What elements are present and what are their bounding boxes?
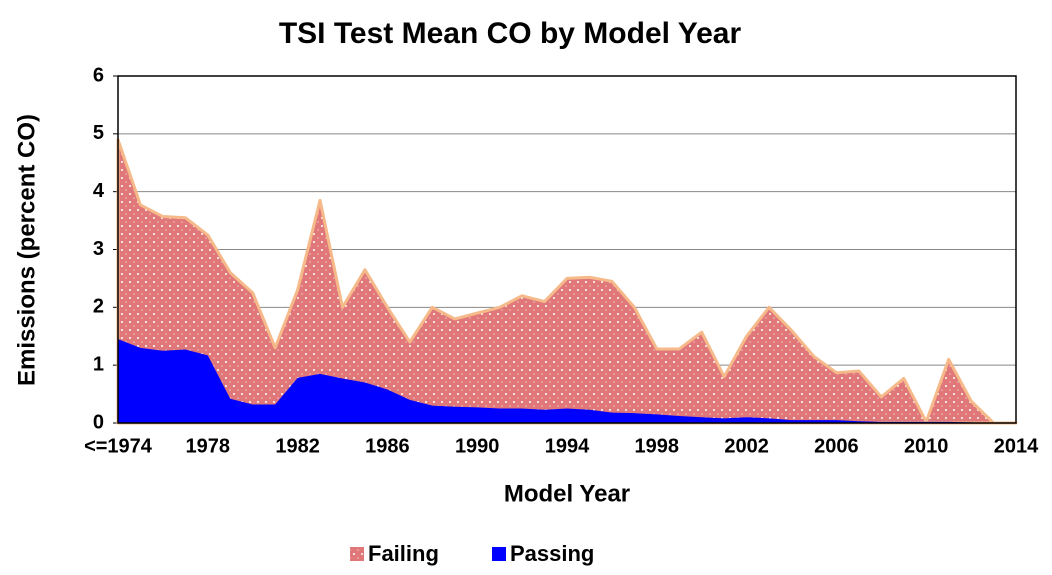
y-tick-label: 0 bbox=[93, 411, 104, 433]
x-tick-label: 2014 bbox=[994, 435, 1039, 457]
x-tick-label: <=1974 bbox=[84, 435, 153, 457]
y-axis-label: Emissions (percent CO) bbox=[13, 114, 40, 386]
y-tick-label: 3 bbox=[93, 238, 104, 260]
x-tick-label: 2002 bbox=[724, 435, 769, 457]
chart-title: TSI Test Mean CO by Model Year bbox=[279, 17, 742, 50]
x-tick-label: 1982 bbox=[275, 435, 320, 457]
x-tick-label: 1986 bbox=[365, 435, 410, 457]
legend-label: Passing bbox=[510, 541, 594, 566]
y-tick-label: 2 bbox=[93, 296, 104, 318]
y-tick-label: 4 bbox=[93, 180, 105, 202]
x-tick-label: 1998 bbox=[635, 435, 680, 457]
x-tick-label: 2010 bbox=[904, 435, 949, 457]
y-tick-label: 6 bbox=[93, 64, 104, 86]
legend-label: Failing bbox=[368, 541, 439, 566]
legend-swatch bbox=[492, 547, 506, 561]
x-tick-label: 1990 bbox=[455, 435, 500, 457]
y-tick-label: 5 bbox=[93, 122, 104, 144]
x-tick-label: 1994 bbox=[545, 435, 590, 457]
x-tick-label: 2006 bbox=[814, 435, 859, 457]
area bbox=[116, 138, 1018, 425]
plot-border bbox=[117, 75, 1017, 424]
area bbox=[118, 339, 1016, 423]
x-axis-label: Model Year bbox=[504, 480, 630, 507]
legend-swatch bbox=[350, 547, 364, 561]
y-tick-label: 1 bbox=[93, 353, 104, 375]
x-tick-label: 1978 bbox=[186, 435, 231, 457]
